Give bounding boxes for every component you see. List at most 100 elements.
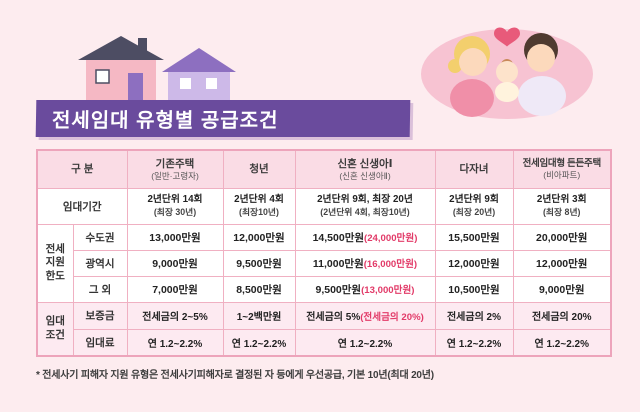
value-cell: 9,000만원 [512, 275, 612, 303]
value-cell: 연 1.2~2.2% [512, 328, 612, 357]
row-label-rent: 임대료 [72, 328, 128, 357]
window [180, 78, 191, 89]
col-header-deundeun-housing: 전세임대형 든든주택 (비아파트) [512, 149, 612, 189]
amount: 7,000만원 [152, 283, 198, 296]
value-cell: 연 1.2~2.2% [222, 328, 296, 357]
lease-line1: 2년단위 3회 [536, 194, 587, 206]
header-title: 기존주택 [155, 157, 195, 170]
lease-line2: (최장 8년) [543, 206, 581, 217]
table-container: 구 분 기존주택 (일반·고령자) 청년 신혼 신생아Ⅰ (신혼 신생아Ⅱ) 다… [36, 149, 612, 357]
value-cell: 20,000만원 [512, 223, 612, 251]
amount: 12,000만원 [536, 257, 588, 270]
amount: 9,000만원 [538, 283, 585, 296]
amount: 연 1.2~2.2% [231, 338, 287, 350]
value-cell: 전세금의 2% [434, 301, 514, 330]
header-title: 신혼 신생아Ⅰ [337, 157, 393, 170]
header-title: 다자녀 [459, 162, 489, 175]
row-label-sudogwon: 수도권 [72, 223, 128, 251]
window [206, 78, 217, 89]
amount: 13,000만원 [149, 231, 201, 244]
value-cell: 2년단위 14회 (최장 30년) [126, 187, 224, 225]
amount-paren: (16,000만원) [363, 258, 418, 270]
window [95, 69, 110, 84]
value-cell: 9,500만원(13,000만원) [294, 275, 436, 303]
house-body [168, 70, 230, 103]
value-cell: 11,000만원(16,000만원) [294, 249, 436, 277]
header-subtitle: (일반·고령자) [151, 170, 199, 181]
amount: 전세금의 5% [306, 312, 361, 323]
amount: 12,000만원 [233, 231, 285, 244]
value-cell: 8,500만원 [222, 275, 296, 303]
value-cell: 9,000만원 [126, 249, 224, 277]
amount: 연 1.2~2.2% [337, 338, 393, 350]
value-cell: 9,500만원 [222, 249, 296, 277]
house-roof [78, 36, 164, 60]
deposit-row: 임대 조건 보증금 전세금의 2~5% 1~2백만원 전세금의 5%(전세금의 … [36, 301, 612, 357]
header-title: 청년 [249, 162, 269, 175]
page-title: 전세임대 유형별 공급조건 [35, 100, 411, 137]
col-header-multi-child: 다자녀 [434, 149, 514, 189]
amount: 9,500만원 [315, 283, 362, 296]
rent-row: 임대료 연 1.2~2.2% 연 1.2~2.2% 연 1.2~2.2% 연 1… [37, 328, 612, 357]
row-label-other: 그 외 [72, 275, 128, 303]
conditions-group-label: 임대 조건 [36, 301, 74, 357]
lease-period-label: 임대기간 [36, 187, 128, 225]
amount: 연 1.2~2.2% [534, 338, 589, 350]
lease-line1: 2년단위 9회, 최장 20년 [317, 194, 413, 206]
value-cell: 2년단위 3회 (최장 8년) [512, 187, 612, 225]
support-limit-row-other: 그 외 7,000만원 8,500만원 9,500만원(13,000만원) 10… [37, 275, 612, 303]
houses-illustration [76, 36, 236, 105]
header-subtitle: (비아파트) [543, 170, 581, 181]
amount: 14,500만원 [312, 231, 365, 244]
col-header-newlywed-newborn: 신혼 신생아Ⅰ (신혼 신생아Ⅱ) [294, 149, 436, 189]
value-cell: 2년단위 9회 (최장 20년) [434, 187, 514, 225]
value-cell: 2년단위 9회, 최장 20년 (2년단위 4회, 최장10년) [294, 187, 436, 225]
value-cell: 15,500만원 [434, 223, 514, 251]
header-row: 구 분 기존주택 (일반·고령자) 청년 신혼 신생아Ⅰ (신혼 신생아Ⅱ) 다… [36, 149, 612, 189]
amount: 11,000만원 [312, 257, 364, 270]
col-header-youth: 청년 [222, 149, 296, 189]
amount: 전세금의 2~5% [142, 312, 208, 323]
amount-paren: (전세금의 20%) [360, 312, 424, 323]
lease-line1: 2년단위 14회 [147, 194, 203, 206]
header-subtitle: (신혼 신생아Ⅱ) [339, 170, 391, 181]
amount: 15,500만원 [448, 231, 500, 244]
father-body [518, 76, 566, 116]
amount: 전세금의 2% [446, 312, 502, 323]
value-cell: 연 1.2~2.2% [126, 328, 224, 357]
value-cell: 12,000만원 [434, 249, 514, 277]
value-cell: 전세금의 2~5% [126, 301, 224, 330]
mother-face [459, 48, 487, 76]
baby-body [495, 82, 519, 102]
amount: 8,500만원 [236, 283, 282, 296]
amount: 9,000만원 [152, 257, 198, 270]
support-limit-row-metro: 전세 지원 한도 수도권 13,000만원 12,000만원 14,500만원(… [36, 223, 612, 303]
amount: 연 1.2~2.2% [446, 338, 502, 350]
lease-line1: 2년단위 9회 [449, 194, 499, 206]
lease-line2: (2년단위 4회, 최장10년) [320, 206, 410, 217]
house-roof [162, 48, 236, 72]
value-cell: 12,000만원 [222, 223, 296, 251]
value-cell: 7,000만원 [126, 275, 224, 303]
header-title: 전세임대형 든든주택 [522, 158, 602, 170]
value-cell: 12,000만원 [512, 249, 612, 277]
amount: 10,500만원 [448, 283, 500, 296]
page-title-text: 전세임대 유형별 공급조건 [51, 110, 279, 132]
value-cell: 연 1.2~2.2% [294, 328, 436, 357]
support-limit-row-metropolitan-city: 광역시 9,000만원 9,500만원 11,000만원(16,000만원) 1… [37, 249, 612, 277]
lease-line2: (최장10년) [239, 206, 279, 217]
family-illustration [421, 27, 593, 119]
value-cell: 10,500만원 [434, 275, 514, 303]
baby-face [496, 61, 518, 83]
value-cell: 전세금의 20% [512, 301, 612, 330]
value-cell: 1~2백만원 [222, 301, 296, 330]
support-limit-group-label: 전세 지원 한도 [36, 223, 74, 303]
lease-line1: 2년단위 4회 [234, 194, 284, 206]
corner-header-label: 구 분 [71, 162, 94, 175]
value-cell: 13,000만원 [126, 223, 224, 251]
amount: 12,000만원 [448, 257, 500, 270]
amount: 20,000만원 [536, 231, 588, 244]
value-cell: 연 1.2~2.2% [434, 328, 514, 357]
value-cell: 14,500만원(24,000만원) [294, 223, 436, 251]
amount: 1~2백만원 [236, 312, 282, 323]
